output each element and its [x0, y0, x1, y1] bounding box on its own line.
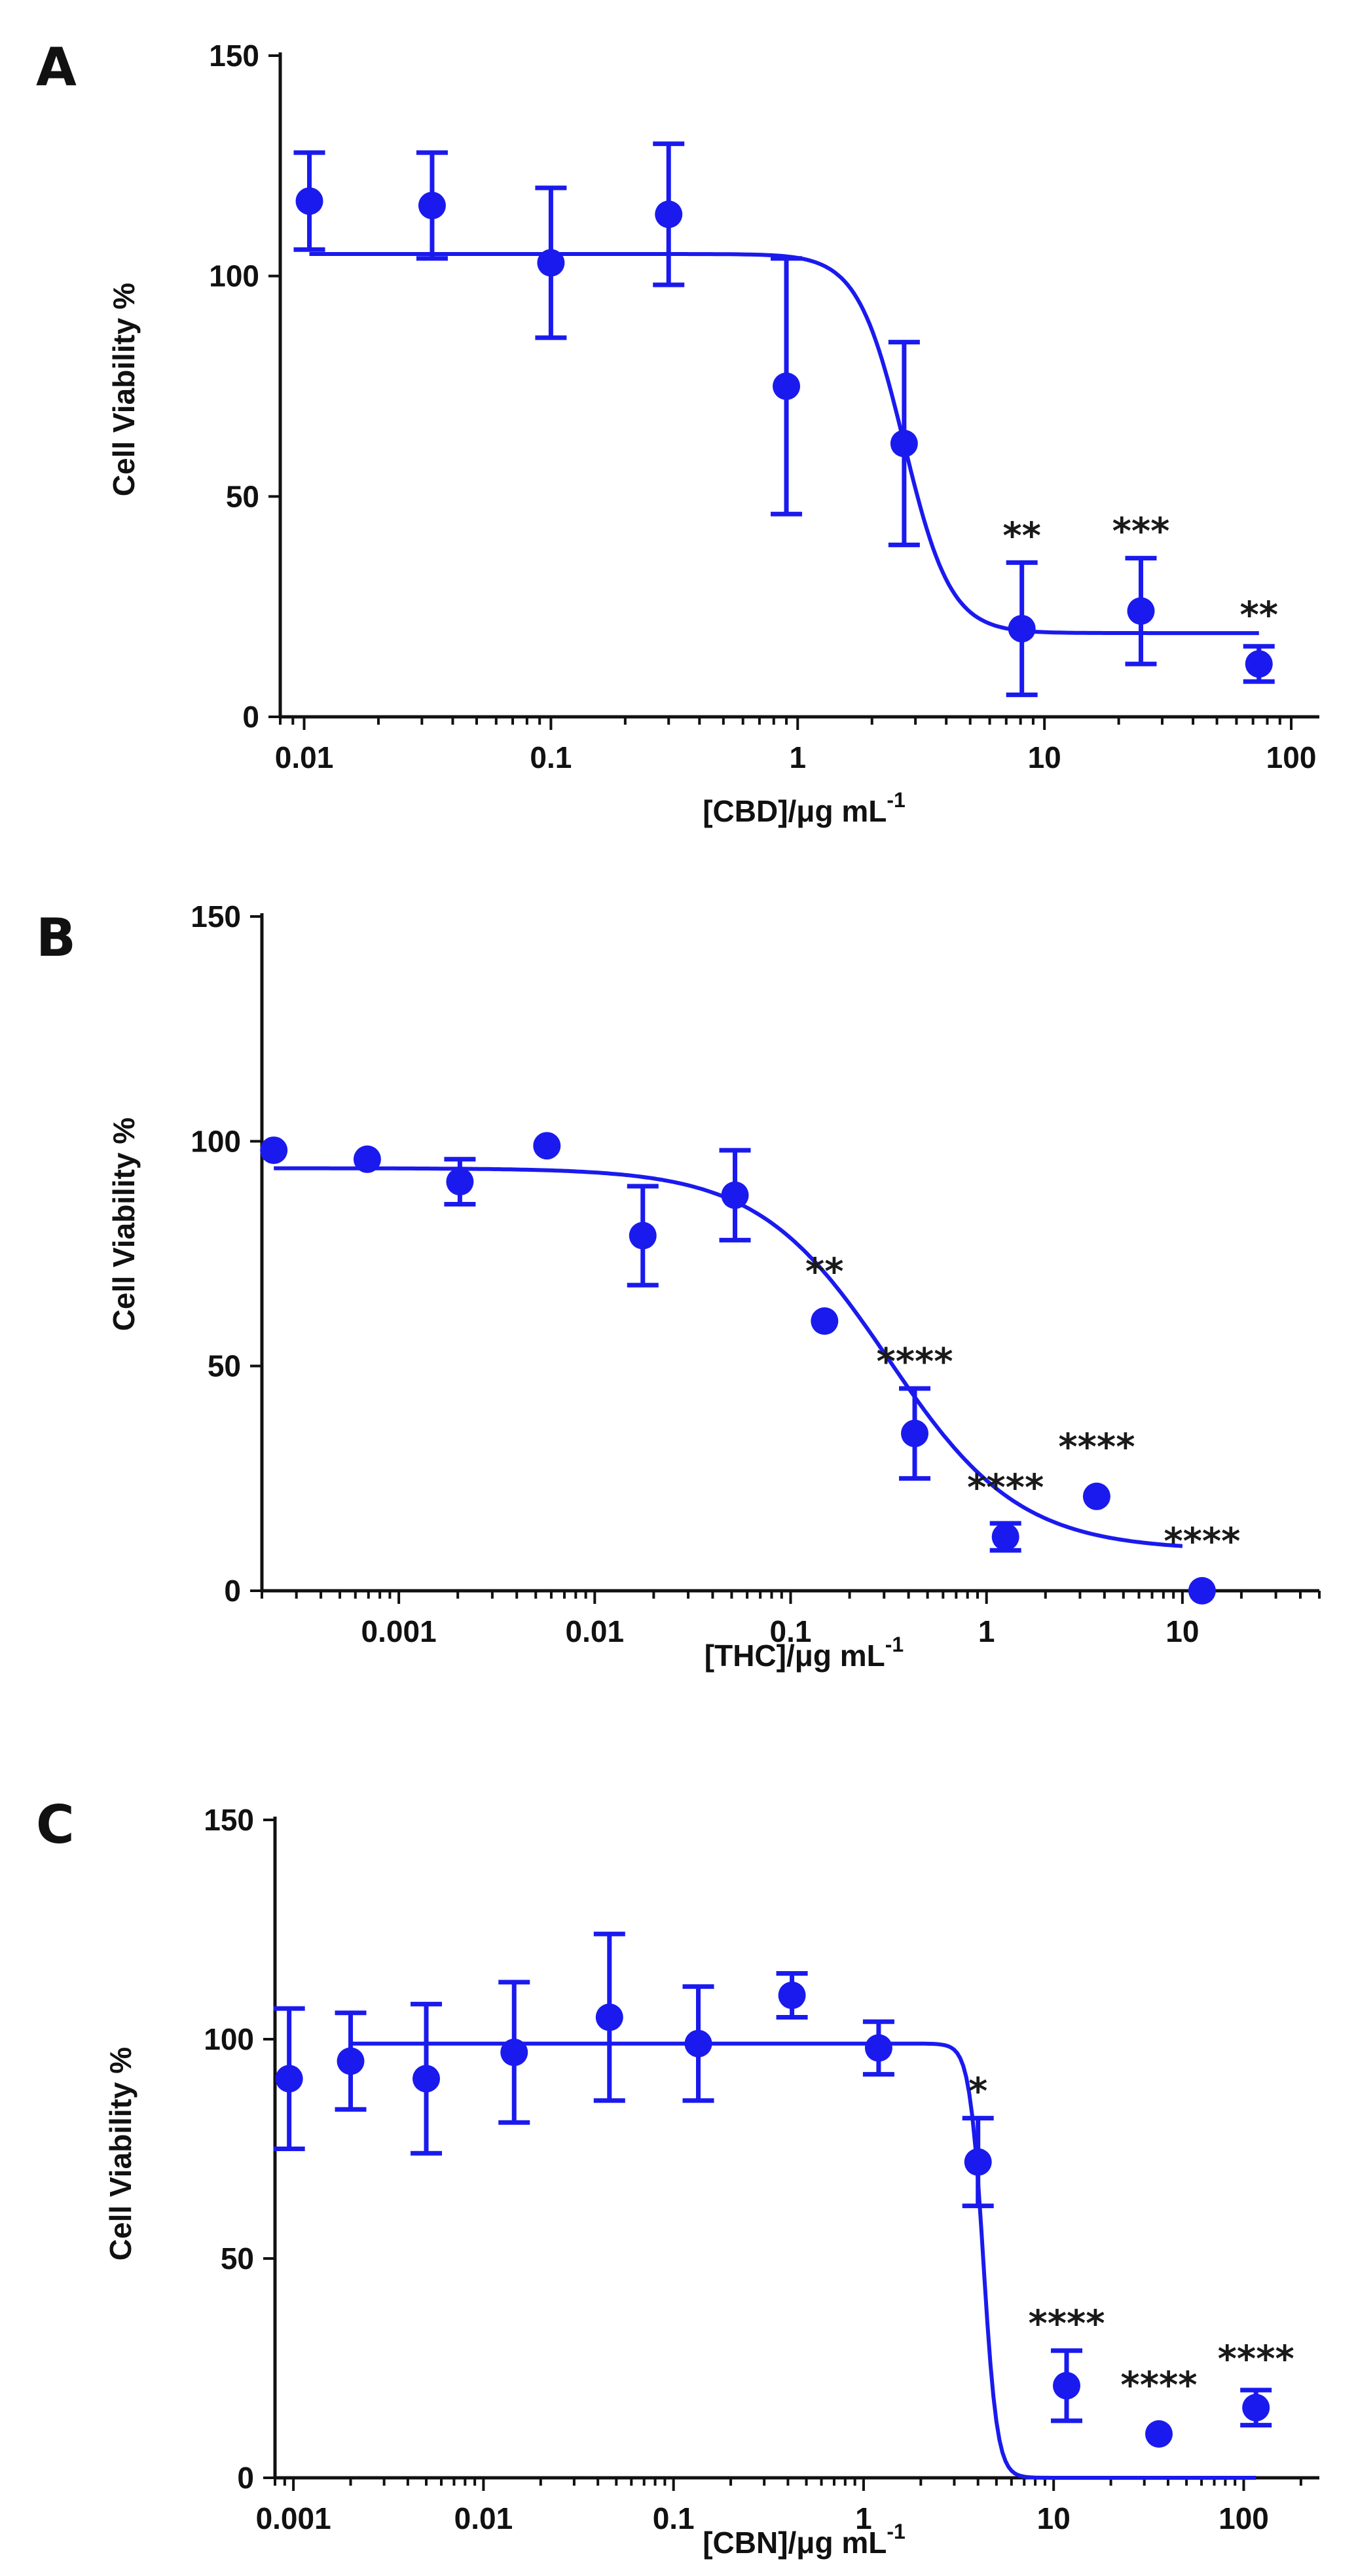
data-point-b — [721, 1181, 749, 1209]
y-tick-label-a: 100 — [209, 259, 259, 293]
data-point-b — [446, 1168, 474, 1196]
x-axis-title-b: [THC]/μg mL-1 — [705, 1633, 904, 1673]
data-point-c — [595, 2003, 623, 2031]
panel-a: A Cell Viability % [CBD]/μg mL-1 0 50 100 1… — [36, 37, 1319, 828]
significance-marker-a: ** — [1002, 515, 1041, 557]
data-point-c — [500, 2039, 528, 2067]
y-tick-label-a: 50 — [226, 479, 259, 513]
data-point-b — [353, 1145, 381, 1173]
x-tick-label-c: 0.001 — [256, 2501, 331, 2535]
data-point-a — [295, 187, 323, 215]
data-point-a — [773, 372, 801, 400]
x-tick-label-a: 0.1 — [530, 740, 572, 774]
y-tick-label-c: 150 — [204, 1803, 254, 1837]
data-point-a — [890, 429, 918, 458]
y-axis-title-c: Cell Viability % — [103, 2047, 137, 2260]
data-point-a — [1008, 615, 1036, 643]
data-point-a — [1127, 597, 1155, 625]
y-tick-label-c: 100 — [204, 2022, 254, 2056]
y-tick-label-b: 0 — [224, 1574, 241, 1608]
significance-marker-a: ** — [1239, 594, 1278, 637]
significance-marker-b: **** — [967, 1466, 1044, 1509]
fit-curve-b — [274, 1166, 1183, 1548]
significance-marker-a: *** — [1112, 511, 1170, 553]
data-point-c — [964, 2148, 992, 2176]
data-point-b — [991, 1523, 1019, 1551]
data-point-c — [1145, 2420, 1173, 2448]
y-axis-title-a: Cell Viability % — [107, 283, 141, 496]
x-tick-label-a: 100 — [1266, 740, 1317, 774]
x-tick-label-c: 1 — [855, 2501, 872, 2535]
panel-letter-c: C — [36, 1794, 75, 1855]
x-tick-label-c: 0.1 — [653, 2501, 695, 2535]
x-tick-label-b: 0.001 — [361, 1614, 437, 1648]
fit-curve-c — [350, 2041, 1256, 2480]
data-point-b — [629, 1222, 657, 1250]
y-tick-label-c: 50 — [221, 2241, 254, 2276]
y-tick-label-c: 0 — [237, 2461, 254, 2495]
data-point-c — [778, 1982, 806, 2009]
panel-b: B Cell Viability % [THC]/μg mL-1 0 50 100 1… — [36, 899, 1321, 1673]
y-tick-label-a: 0 — [242, 700, 259, 734]
significance-marker-b: **** — [1164, 1521, 1240, 1563]
significance-marker-c: **** — [1120, 2365, 1197, 2407]
panel-letter-b: B — [36, 907, 76, 968]
significance-marker-c: **** — [1218, 2338, 1294, 2380]
data-point-b — [811, 1307, 839, 1335]
data-point-c — [864, 2034, 892, 2062]
data-point-a — [537, 249, 565, 277]
x-axis-title-c: [CBN]/μg mL-1 — [703, 2520, 906, 2560]
significance-marker-c: **** — [1028, 2303, 1105, 2346]
y-tick-label-b: 100 — [191, 1124, 241, 1158]
significance-marker-b: **** — [876, 1341, 953, 1383]
significance-marker-b: **** — [1058, 1426, 1135, 1468]
data-point-b — [533, 1132, 561, 1160]
x-tick-label-b: 10 — [1165, 1614, 1199, 1648]
x-tick-label-b: 1 — [978, 1614, 995, 1648]
x-tick-label-c: 100 — [1219, 2501, 1269, 2535]
x-tick-label-b: 0.1 — [770, 1614, 812, 1648]
y-axis-title-b: Cell Viability % — [107, 1117, 141, 1331]
x-tick-label-c: 0.01 — [454, 2501, 513, 2535]
data-point-b — [1082, 1482, 1110, 1510]
data-point-b — [260, 1136, 288, 1165]
data-point-c — [412, 2065, 441, 2093]
data-point-c — [337, 2047, 365, 2075]
data-point-c — [275, 2065, 303, 2093]
data-point-b — [901, 1419, 929, 1447]
panel-c: C Cell Viability % [CBN]/μg mL-1 0 50 100 1… — [36, 1794, 1319, 2560]
x-tick-label-c: 10 — [1037, 2501, 1071, 2535]
data-point-c — [1053, 2372, 1081, 2400]
significance-marker-b: ** — [805, 1251, 844, 1294]
x-tick-label-a: 10 — [1028, 740, 1061, 774]
data-point-a — [655, 200, 683, 228]
data-point-a — [1245, 650, 1273, 678]
panel-letter-a: A — [36, 37, 77, 98]
data-point-c — [684, 2029, 712, 2058]
significance-marker-c: * — [968, 2071, 987, 2113]
y-tick-label-b: 50 — [208, 1349, 241, 1383]
y-tick-label-a: 150 — [209, 39, 259, 73]
y-tick-label-b: 150 — [191, 899, 241, 934]
x-axis-title-a: [CBD]/μg mL-1 — [703, 788, 906, 828]
data-point-b — [1188, 1577, 1216, 1605]
x-tick-label-a: 0.01 — [275, 740, 334, 774]
x-tick-label-a: 1 — [789, 740, 806, 774]
data-point-a — [418, 191, 446, 219]
x-tick-label-b: 0.01 — [566, 1614, 625, 1648]
data-point-c — [1242, 2393, 1270, 2422]
